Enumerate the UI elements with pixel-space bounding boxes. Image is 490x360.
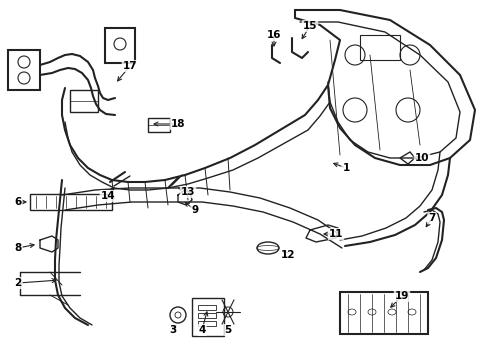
- Bar: [198, 305, 216, 310]
- Bar: [105, 28, 135, 63]
- Bar: [198, 321, 216, 326]
- Bar: [148, 118, 170, 132]
- Bar: [8, 50, 40, 90]
- Text: 8: 8: [14, 243, 22, 253]
- Text: 3: 3: [170, 325, 176, 335]
- Text: 6: 6: [14, 197, 22, 207]
- Text: 15: 15: [303, 21, 317, 31]
- Text: 17: 17: [122, 61, 137, 71]
- Text: 19: 19: [395, 291, 409, 301]
- Text: 1: 1: [343, 163, 350, 173]
- Bar: [198, 313, 216, 318]
- Text: 7: 7: [428, 213, 436, 223]
- Text: 13: 13: [181, 187, 195, 197]
- Bar: [360, 35, 400, 60]
- Bar: [70, 90, 98, 112]
- Text: 5: 5: [224, 325, 232, 335]
- Bar: [30, 194, 112, 210]
- Text: 14: 14: [100, 191, 115, 201]
- Text: 12: 12: [281, 250, 295, 260]
- Text: 11: 11: [329, 229, 343, 239]
- Text: 16: 16: [267, 30, 281, 40]
- Text: 2: 2: [14, 278, 22, 288]
- Text: 4: 4: [198, 325, 206, 335]
- Bar: [340, 292, 428, 334]
- Text: 10: 10: [415, 153, 429, 163]
- Text: 18: 18: [171, 119, 185, 129]
- Bar: [192, 298, 224, 336]
- Text: 9: 9: [192, 205, 198, 215]
